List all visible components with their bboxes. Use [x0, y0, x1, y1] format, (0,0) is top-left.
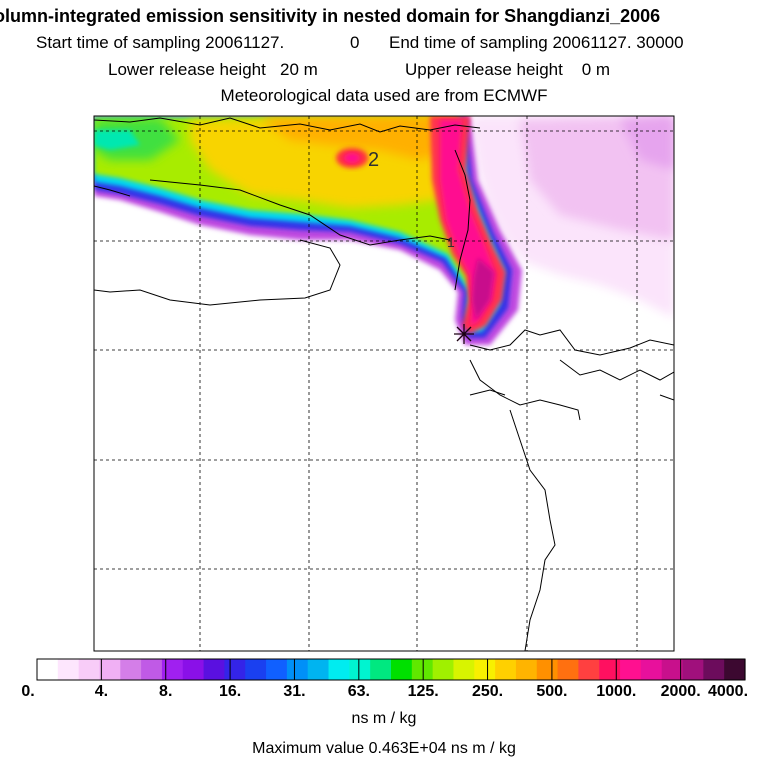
legend-color-cell	[78, 659, 101, 680]
legend-color-cell	[682, 659, 704, 680]
legend-color-cell	[599, 659, 621, 680]
legend-tick-label: 0.	[21, 683, 35, 700]
color-legend	[37, 659, 746, 680]
receptor-marker	[454, 324, 474, 344]
legend-color-cell	[724, 659, 746, 680]
field-green-west	[94, 118, 180, 160]
field-dark-magenta-core	[472, 258, 494, 320]
lower-release-height: Lower release height 20 m	[108, 60, 318, 79]
legend-tick-label: 125.	[407, 683, 439, 700]
legend-color-cell	[161, 659, 184, 680]
plot-title: olumn-integrated emission sensitivity in…	[0, 6, 661, 26]
legend-color-cell	[141, 659, 163, 680]
contour-label-2: 2	[368, 149, 379, 171]
legend-color-cell	[453, 659, 475, 680]
legend-color-cell	[245, 659, 267, 680]
legend-color-cell	[432, 659, 455, 680]
legend-color-cell	[99, 659, 121, 680]
legend-color-cell	[703, 659, 725, 680]
lat-lon-grid	[94, 116, 674, 651]
legend-color-cell	[266, 659, 288, 680]
field-orange-north	[260, 116, 450, 160]
legend-tick-label: 63.	[347, 683, 370, 700]
legend-color-cell	[182, 659, 205, 680]
legend-tick-label: 250.	[471, 683, 504, 700]
legend-color-cell	[203, 659, 226, 680]
plot-frame	[93, 115, 675, 652]
legend-color-cell	[411, 659, 434, 680]
legend-color-cell	[307, 659, 330, 680]
upper-release-height: Upper release height 0 m	[405, 60, 611, 79]
legend-tick-label: 4000.	[707, 683, 749, 700]
contour-label-1: 1	[447, 234, 455, 250]
legend-color-cell	[286, 659, 309, 680]
legend-color-cell	[37, 659, 59, 680]
legend-color-cell	[515, 659, 538, 680]
field-hotspot-core	[344, 153, 360, 163]
legend-tick-label: 31.	[283, 683, 306, 700]
color-legend-frame	[36, 658, 746, 681]
legend-color-cell	[661, 659, 684, 680]
sensitivity-field	[94, 116, 674, 651]
legend-tick-label: 1000.	[596, 683, 637, 700]
legend-color-cell	[370, 659, 392, 680]
legend-units: ns m / kg	[351, 710, 417, 727]
legend-color-cell	[578, 659, 600, 680]
legend-color-cell	[495, 659, 517, 680]
field-teal-west	[94, 130, 140, 150]
legend-color-cell	[120, 659, 142, 680]
legend-tick-label: 500.	[536, 683, 568, 700]
start-time-label: Start time of sampling 20061127.	[36, 33, 285, 52]
coastlines	[94, 117, 674, 651]
legend-tick-label: 8.	[159, 683, 173, 700]
met-data-source: Meteorological data used are from ECMWF	[220, 86, 548, 105]
legend-color-cell	[536, 659, 559, 680]
legend-color-cell	[391, 659, 413, 680]
legend-color-cell	[557, 659, 580, 680]
start-time-hour: 0	[350, 33, 360, 52]
color-legend-ticks	[100, 659, 682, 680]
maximum-value-readout: Maximum value 0.463E+04 ns m / kg	[252, 740, 516, 757]
legend-color-cell	[474, 659, 496, 680]
field-pink-east-corner	[620, 116, 674, 170]
legend-tick-label: 16.	[218, 683, 242, 700]
legend-color-cell	[620, 659, 642, 680]
legend-tick-label: 4.	[94, 683, 109, 700]
legend-color-cell	[349, 659, 371, 680]
legend-color-cell	[640, 659, 663, 680]
end-time-label: End time of sampling 20061127. 30000	[389, 33, 684, 52]
legend-color-cell	[328, 659, 350, 680]
legend-color-cell	[224, 659, 246, 680]
legend-color-cell	[57, 659, 80, 680]
legend-tick-label: 2000.	[660, 683, 701, 700]
